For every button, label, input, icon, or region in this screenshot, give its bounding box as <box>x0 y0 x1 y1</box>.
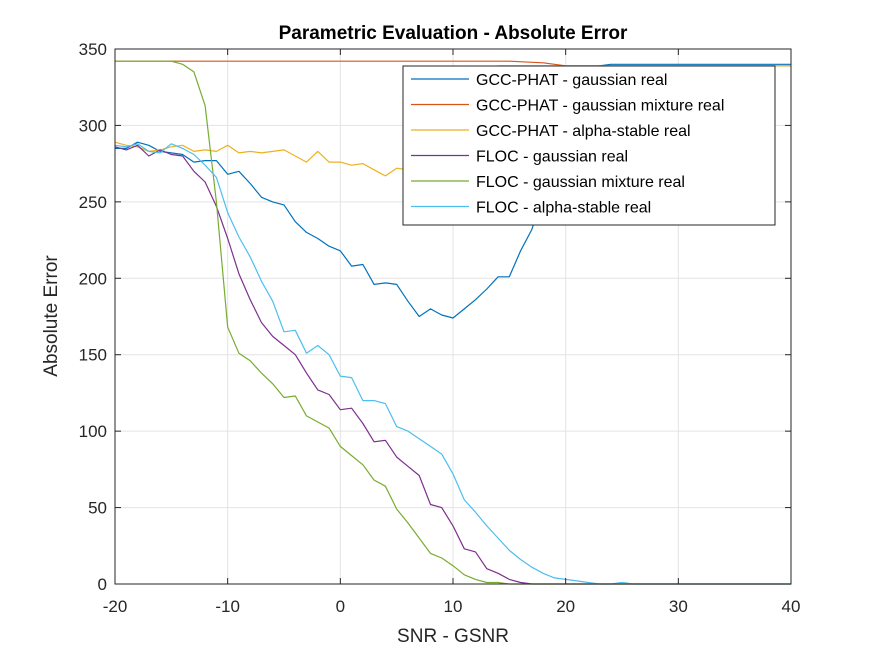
y-tick-label: 150 <box>79 346 107 365</box>
y-tick-label: 250 <box>79 193 107 212</box>
y-tick-label: 100 <box>79 422 107 441</box>
axis-ticks: -20 -10 0 10 20 30 40 0 50 100 150 200 250 300 350 <box>79 40 801 616</box>
legend-entry-label: FLOC - alpha-stable real <box>476 200 651 217</box>
x-axis-label: SNR - GSNR <box>397 626 509 647</box>
x-tick-label: 20 <box>556 597 575 616</box>
legend-entry-label: FLOC - gaussian real <box>476 149 628 166</box>
x-tick-label: 40 <box>782 597 801 616</box>
x-tick-label: -20 <box>103 597 128 616</box>
legend-entry-label: FLOC - gaussian mixture real <box>476 174 685 191</box>
x-tick-label: -10 <box>215 597 240 616</box>
y-tick-label: 300 <box>79 116 107 135</box>
y-tick-label: 350 <box>79 40 107 59</box>
series-line-0 <box>115 63 791 319</box>
x-tick-label: 30 <box>669 597 688 616</box>
y-tick-label: 200 <box>79 269 107 288</box>
legend-entry-label: GCC-PHAT - alpha-stable real <box>476 123 691 140</box>
x-tick-label: 0 <box>336 597 345 616</box>
chart-title: Parametric Evaluation - Absolute Error <box>279 23 628 44</box>
x-tick-label: 10 <box>444 597 463 616</box>
legend-box <box>402 65 776 226</box>
y-axis-label: Absolute Error <box>41 255 62 377</box>
y-tick-label: 50 <box>88 499 107 518</box>
legend-entry-label: GCC-PHAT - gaussian mixture real <box>476 98 724 115</box>
legend-entry-label: GCC-PHAT - gaussian real <box>476 72 667 89</box>
legend: GCC-PHAT - gaussian real GCC-PHAT - gauss… <box>402 65 776 226</box>
y-tick-label: 0 <box>98 575 107 594</box>
